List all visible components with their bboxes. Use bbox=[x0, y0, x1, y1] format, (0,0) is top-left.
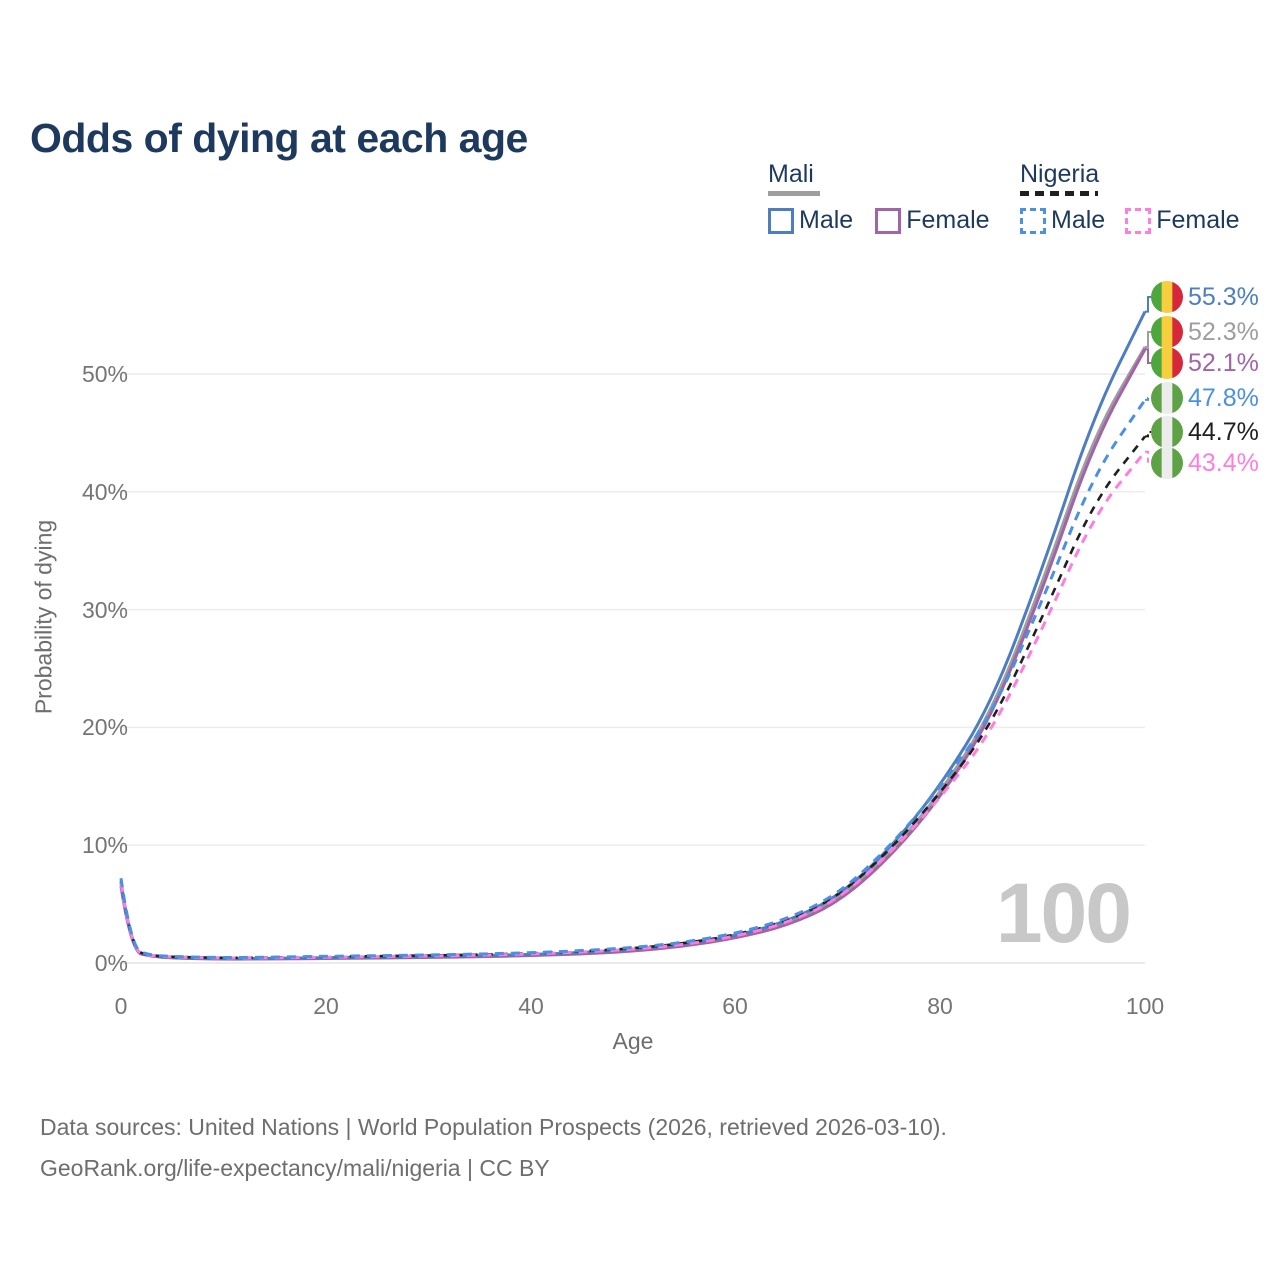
legend-swatch-mali-female[interactable] bbox=[875, 207, 902, 234]
legend-group-mali: Mali Male Female bbox=[768, 160, 990, 235]
end-value-mali-male: 55.3% bbox=[1188, 283, 1259, 311]
x-tick-40: 40 bbox=[518, 993, 544, 1019]
legend-label-nigeria-female: Female bbox=[1156, 206, 1240, 234]
series-line-mali-male[interactable] bbox=[119, 310, 1147, 961]
legend-label-mali-female: Female bbox=[906, 206, 990, 234]
end-value-mali-female: 52.1% bbox=[1188, 349, 1259, 377]
mali-flag-icon bbox=[1151, 281, 1183, 313]
nigeria-flag-icon bbox=[1151, 382, 1183, 414]
x-tick-0: 0 bbox=[114, 993, 128, 1019]
legend-swatch-mali-male[interactable] bbox=[768, 207, 794, 234]
footer-url-line[interactable]: GeoRank.org/life-expectancy/mali/nigeria… bbox=[40, 1155, 550, 1181]
end-value-nigeria-female: 43.4% bbox=[1188, 449, 1259, 477]
legend-label-mali-male: Male bbox=[799, 206, 854, 234]
legend-group-nigeria: Nigeria Male Female bbox=[1020, 160, 1240, 235]
end-value-nigeria-both: 44.7% bbox=[1188, 418, 1259, 446]
leader-line-5 bbox=[1145, 450, 1151, 464]
mali-flag-icon bbox=[1151, 347, 1183, 379]
leader-line-4 bbox=[1145, 431, 1151, 438]
legend-underline-mali bbox=[768, 191, 820, 196]
nigeria-flag-icon bbox=[1151, 447, 1183, 479]
gridlines bbox=[119, 373, 1145, 964]
x-tick-20: 20 bbox=[313, 993, 339, 1019]
leader-line-1 bbox=[1145, 331, 1151, 348]
y-axis-title: Probability of dying bbox=[30, 519, 57, 715]
mali-flag-icon bbox=[1151, 316, 1183, 348]
series-line-mali-both-sexes[interactable] bbox=[119, 346, 1147, 961]
x-tick-60: 60 bbox=[722, 993, 748, 1019]
footer-sources-line: Data sources: United Nations | World Pop… bbox=[40, 1114, 947, 1140]
x-axis-title: Age bbox=[612, 1028, 654, 1054]
y-tick-40: 40% bbox=[81, 479, 128, 505]
y-tick-20: 20% bbox=[81, 714, 128, 740]
y-tick-10: 10% bbox=[81, 832, 128, 858]
y-tick-30: 30% bbox=[81, 597, 128, 623]
legend-item-mali-male[interactable]: Male bbox=[768, 206, 853, 235]
leader-line-0 bbox=[1145, 296, 1151, 313]
series-line-mali-female[interactable] bbox=[119, 348, 1147, 961]
end-value-mali-both: 52.3% bbox=[1188, 318, 1259, 346]
series-line-nigeria-male[interactable] bbox=[119, 399, 1147, 960]
legend-title-mali[interactable]: Mali bbox=[768, 160, 814, 188]
leader-line-2 bbox=[1145, 348, 1151, 364]
legend-item-mali-female[interactable]: Female bbox=[875, 206, 990, 235]
leader-line-3 bbox=[1145, 397, 1151, 401]
age-watermark: 100 bbox=[995, 866, 1132, 960]
nigeria-flag-icon bbox=[1151, 416, 1183, 448]
x-tick-100: 100 bbox=[1125, 993, 1165, 1019]
legend-label-nigeria-male: Male bbox=[1051, 206, 1106, 234]
legend-swatch-nigeria-female[interactable] bbox=[1125, 207, 1152, 234]
legend-title-nigeria[interactable]: Nigeria bbox=[1020, 160, 1100, 188]
end-value-nigeria-male: 47.8% bbox=[1188, 384, 1259, 412]
footer: Data sources: United Nations | World Pop… bbox=[40, 1107, 947, 1189]
legend-item-nigeria-female[interactable]: Female bbox=[1125, 206, 1240, 235]
legend-item-nigeria-male[interactable]: Male bbox=[1020, 206, 1105, 235]
legend-underline-nigeria bbox=[1020, 191, 1098, 196]
page-title: Odds of dying at each age bbox=[30, 115, 528, 162]
x-tick-80: 80 bbox=[927, 993, 953, 1019]
legend-swatch-nigeria-male[interactable] bbox=[1020, 207, 1046, 234]
y-tick-50: 50% bbox=[81, 361, 128, 387]
y-tick-0: 0% bbox=[94, 950, 128, 976]
